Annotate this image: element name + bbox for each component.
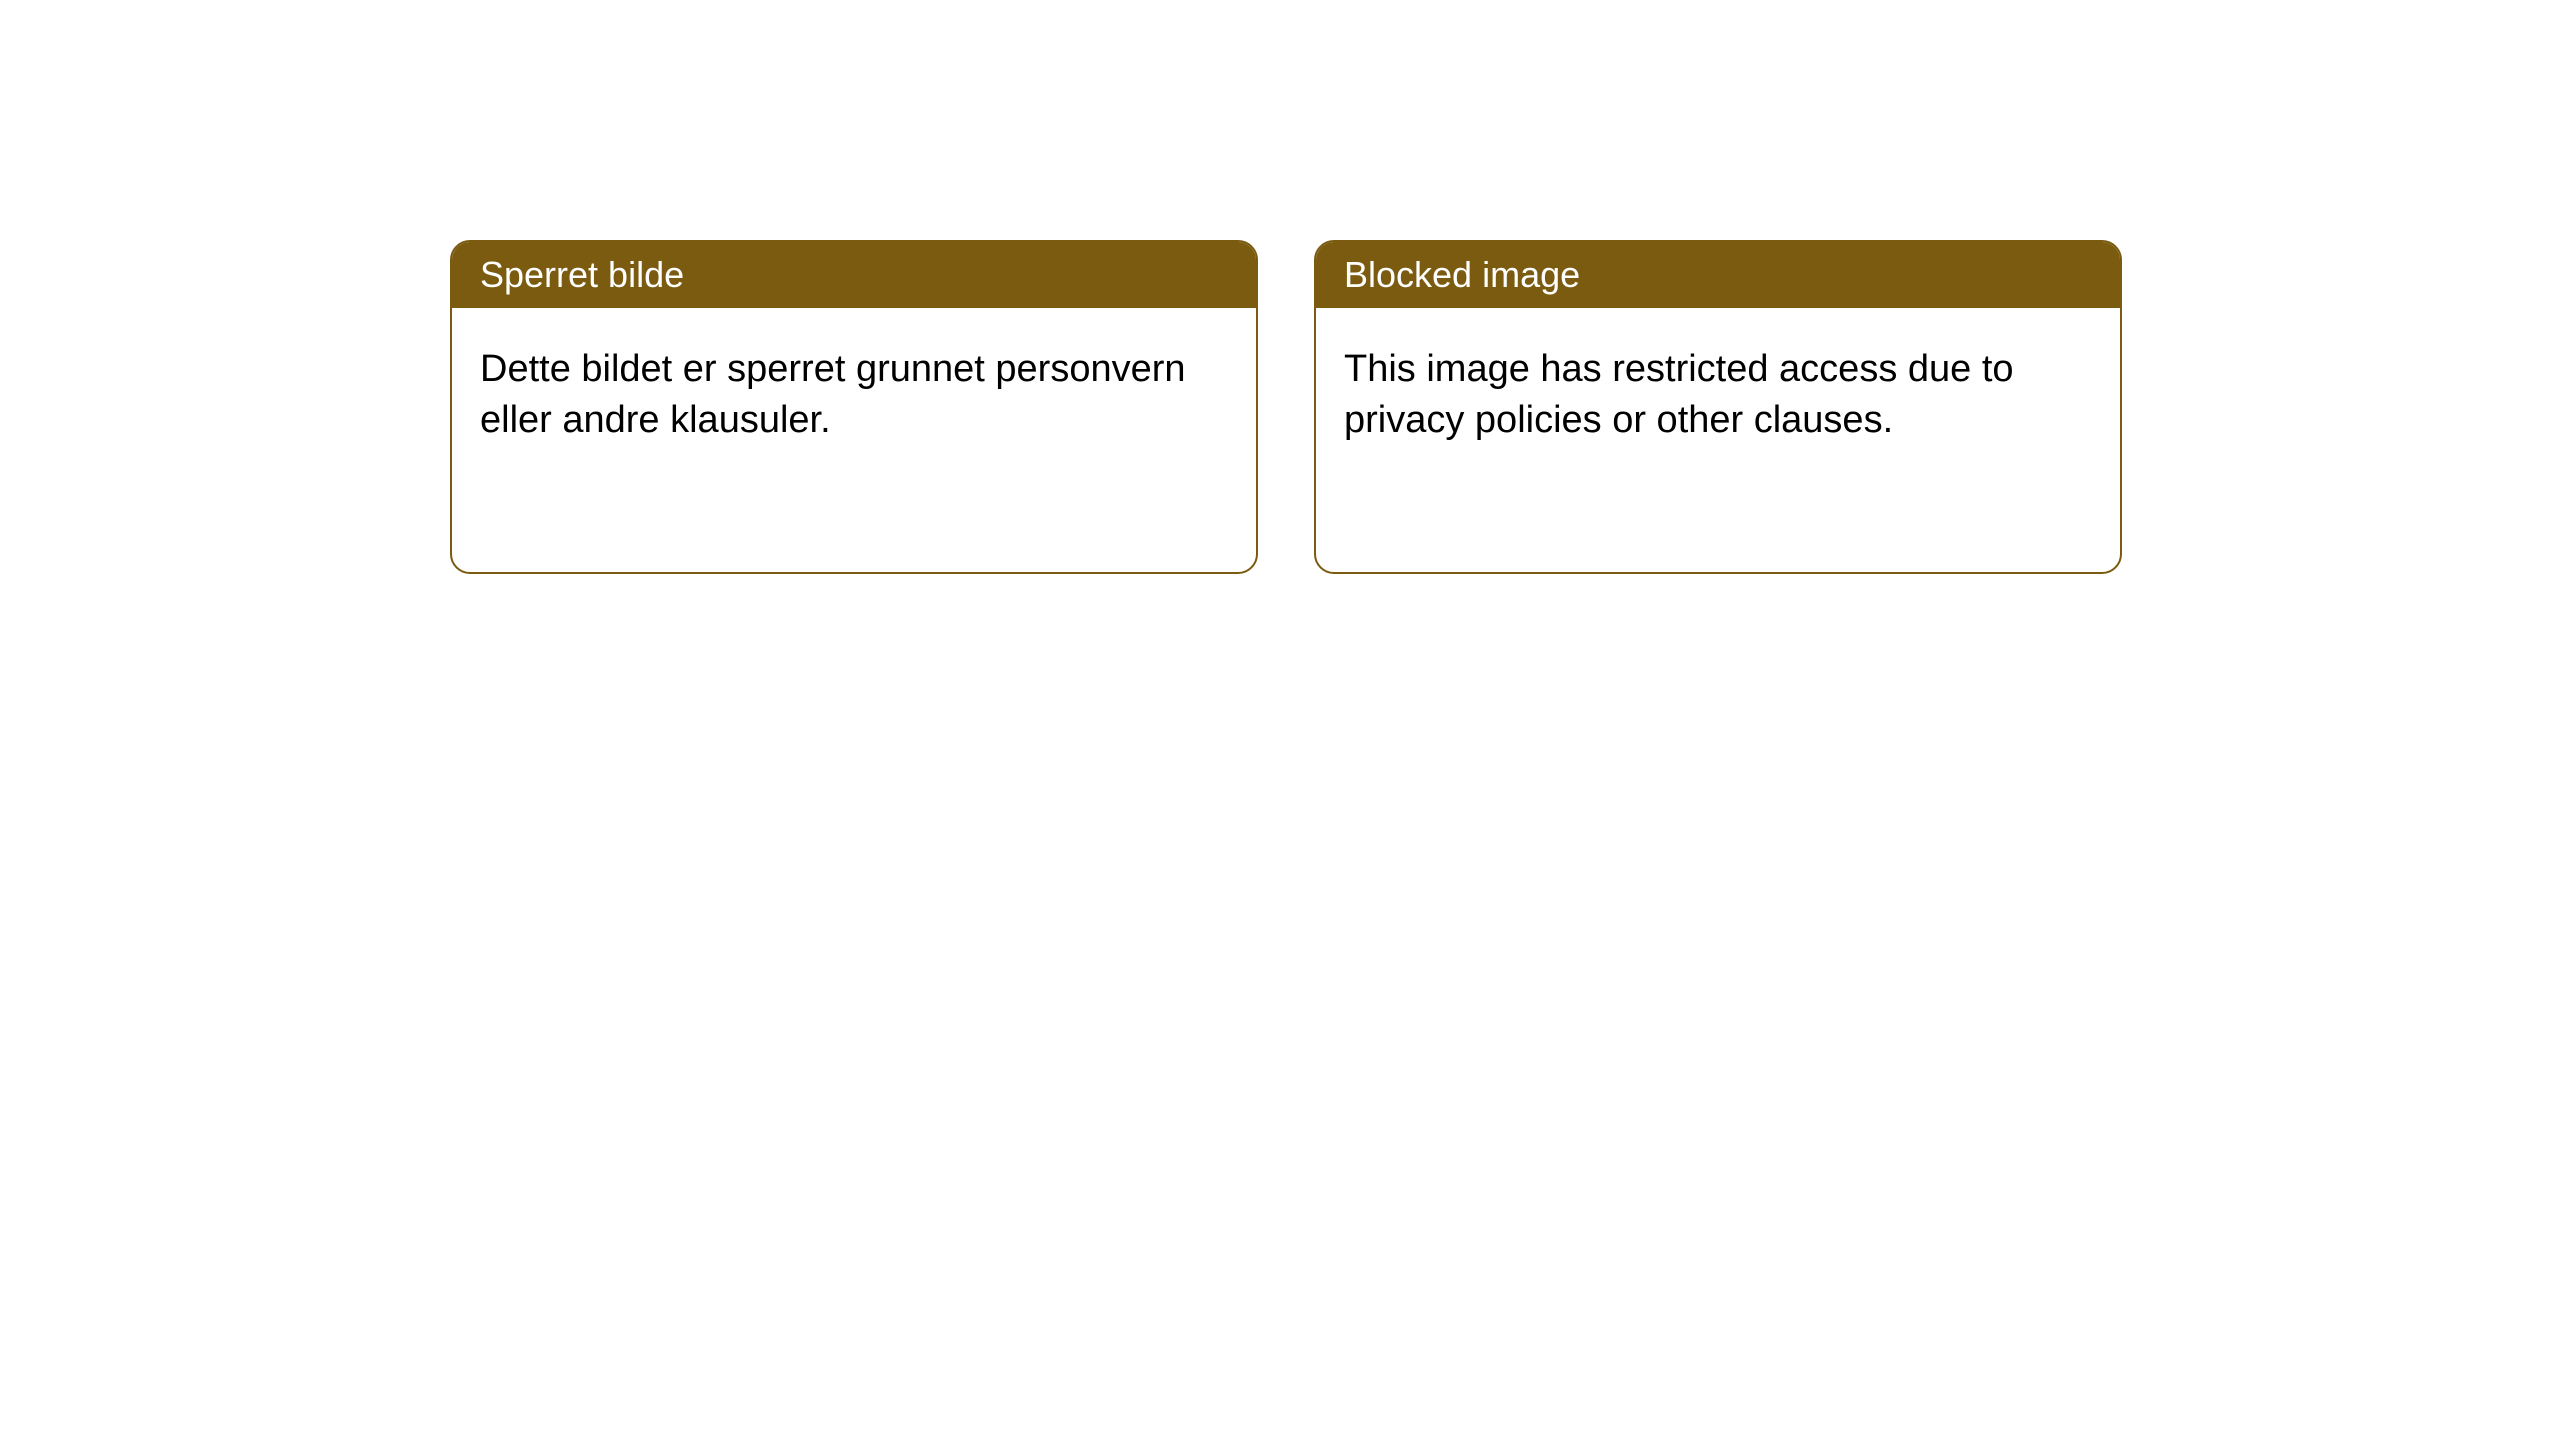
card-title: Sperret bilde: [480, 254, 684, 295]
card-header: Sperret bilde: [452, 242, 1256, 308]
notice-card-norwegian: Sperret bilde Dette bildet er sperret gr…: [450, 240, 1258, 574]
card-body: This image has restricted access due to …: [1316, 308, 2120, 483]
card-body: Dette bildet er sperret grunnet personve…: [452, 308, 1256, 483]
notice-card-english: Blocked image This image has restricted …: [1314, 240, 2122, 574]
card-body-text: Dette bildet er sperret grunnet personve…: [480, 348, 1186, 441]
card-body-text: This image has restricted access due to …: [1344, 348, 2014, 441]
notice-container: Sperret bilde Dette bildet er sperret gr…: [0, 0, 2560, 574]
card-header: Blocked image: [1316, 242, 2120, 308]
card-title: Blocked image: [1344, 254, 1580, 295]
